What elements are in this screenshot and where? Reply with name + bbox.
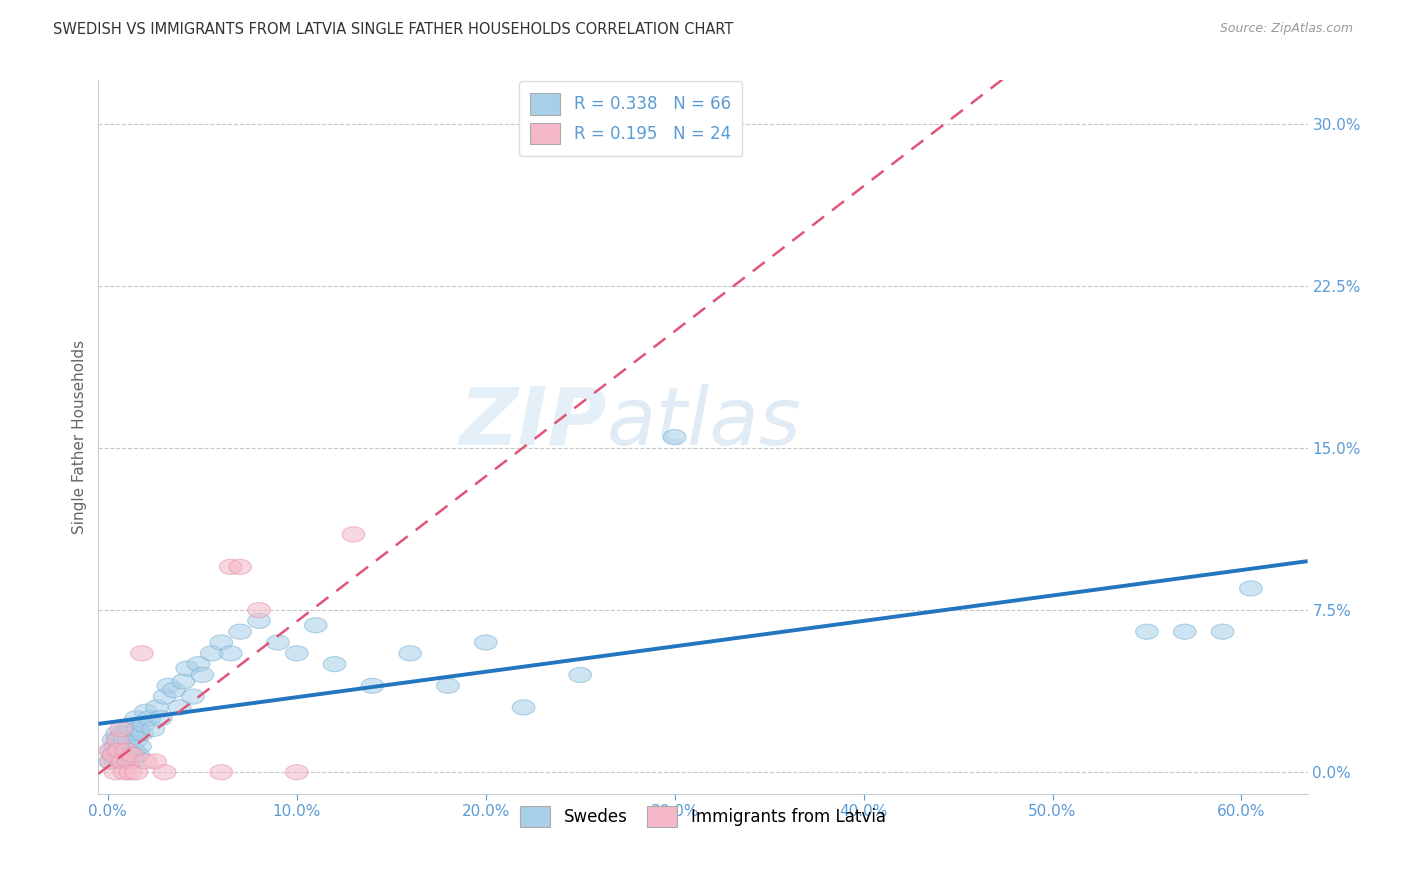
- Y-axis label: Single Father Households: Single Father Households: [72, 340, 87, 534]
- Legend: Swedes, Immigrants from Latvia: Swedes, Immigrants from Latvia: [509, 794, 897, 839]
- Text: Source: ZipAtlas.com: Source: ZipAtlas.com: [1219, 22, 1353, 36]
- Text: atlas: atlas: [606, 384, 801, 462]
- Text: ZIP: ZIP: [458, 384, 606, 462]
- Text: SWEDISH VS IMMIGRANTS FROM LATVIA SINGLE FATHER HOUSEHOLDS CORRELATION CHART: SWEDISH VS IMMIGRANTS FROM LATVIA SINGLE…: [53, 22, 734, 37]
